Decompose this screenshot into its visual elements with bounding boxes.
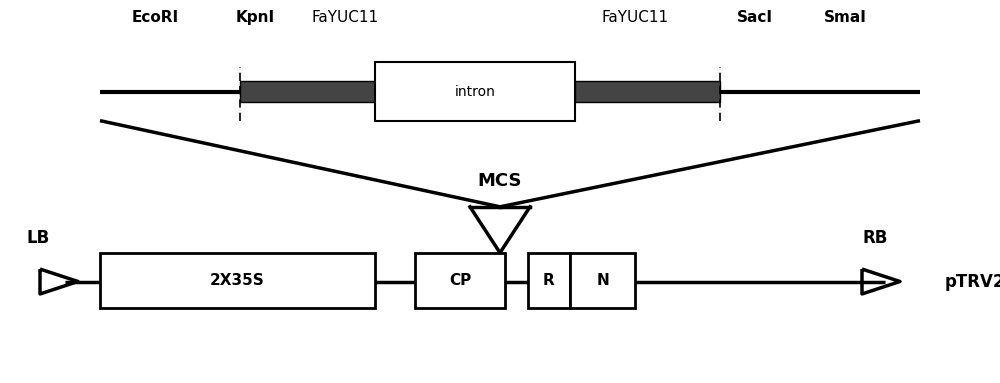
Text: RB: RB	[862, 229, 888, 247]
Text: SacI: SacI	[737, 10, 773, 25]
Text: FaYUC11: FaYUC11	[601, 10, 669, 25]
Text: CP: CP	[449, 273, 471, 288]
Bar	[575, 81, 720, 102]
Text: R: R	[543, 273, 555, 288]
Bar	[240, 81, 375, 102]
Bar	[570, 253, 635, 308]
Bar	[375, 62, 575, 121]
Bar	[528, 253, 570, 308]
Text: KpnI: KpnI	[235, 10, 275, 25]
Text: SmaI: SmaI	[824, 10, 866, 25]
Text: 2X35S: 2X35S	[210, 273, 265, 288]
Text: LB: LB	[26, 229, 50, 247]
Text: EcoRI: EcoRI	[131, 10, 179, 25]
Text: MCS: MCS	[478, 172, 522, 190]
Bar	[415, 253, 505, 308]
Text: FaYUC11: FaYUC11	[311, 10, 379, 25]
Text: intron: intron	[455, 85, 495, 99]
Text: N: N	[596, 273, 609, 288]
Text: pTRV2: pTRV2	[945, 273, 1000, 290]
Bar	[100, 253, 375, 308]
